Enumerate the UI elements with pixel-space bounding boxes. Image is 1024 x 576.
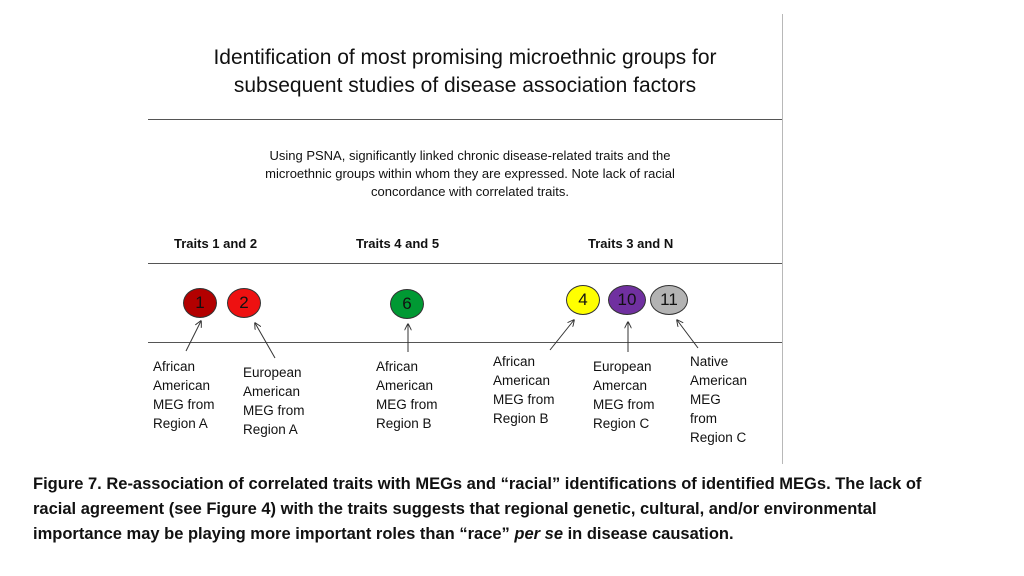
annotation-line: MEG from xyxy=(493,392,555,407)
annotation-line: African xyxy=(493,354,536,369)
annotation-node-4: African American MEG from Region B xyxy=(493,352,555,428)
group-label-traits-1-2: Traits 1 and 2 xyxy=(174,236,258,251)
intro-text: Using PSNA, significantly linked chronic… xyxy=(200,147,740,201)
annotation-node-6: African American MEG from Region B xyxy=(376,357,438,433)
nodes-rule xyxy=(148,342,782,343)
group-label-traits-4-5: Traits 4 and 5 xyxy=(356,236,440,251)
caption-line-3-suffix: in disease causation. xyxy=(563,525,734,543)
arrow-to-node-11 xyxy=(677,320,699,349)
annotation-line: African xyxy=(153,359,196,374)
annotation-line: American xyxy=(690,373,748,388)
intro-line-1: Using PSNA, significantly linked chronic… xyxy=(269,148,671,163)
annotation-line: American xyxy=(376,378,434,393)
annotation-line: European xyxy=(243,365,302,380)
title-line-2: subsequent studies of disease associatio… xyxy=(233,74,697,97)
meg-node-6: 6 xyxy=(390,289,424,319)
annotation-line: Region A xyxy=(153,416,208,431)
intro-line-2: microethnic groups within whom they are … xyxy=(265,166,675,181)
meg-node-10: 10 xyxy=(608,285,646,315)
annotation-node-1: African American MEG from Region A xyxy=(153,357,215,433)
annotation-line: from xyxy=(690,411,717,426)
annotation-node-11: Native American MEG from Region C xyxy=(690,352,747,447)
annotation-line: Region B xyxy=(376,416,432,431)
annotation-node-10: European Amercan MEG from Region C xyxy=(593,357,655,433)
title-line-1: Identification of most promising microet… xyxy=(213,46,717,69)
caption-emphasis: per se xyxy=(514,525,564,543)
arrow-to-node-2 xyxy=(255,323,276,359)
annotation-line: MEG from xyxy=(153,397,215,412)
annotation-line: MEG from xyxy=(593,397,655,412)
annotation-line: European xyxy=(593,359,652,374)
annotation-line: American xyxy=(243,384,301,399)
annotation-line: Region B xyxy=(493,411,549,426)
vertical-divider xyxy=(782,14,783,464)
annotation-line: Region A xyxy=(243,422,298,437)
caption-line-1: Figure 7. Re-association of correlated t… xyxy=(33,475,922,493)
meg-node-2: 2 xyxy=(227,288,261,318)
annotation-node-2: European American MEG from Region A xyxy=(243,363,305,439)
caption-line-2: racial agreement (see Figure 4) with the… xyxy=(33,500,877,518)
annotation-line: Region C xyxy=(690,430,747,445)
annotation-line: MEG xyxy=(690,392,721,407)
caption-line-3: importance may be playing more important… xyxy=(33,522,993,547)
meg-node-1: 1 xyxy=(183,288,217,318)
title-rule xyxy=(148,119,782,120)
groups-rule xyxy=(148,263,782,264)
arrow-to-node-1 xyxy=(185,321,201,352)
caption-line-3-prefix: importance may be playing more important… xyxy=(33,525,515,543)
annotation-line: Native xyxy=(690,354,729,369)
group-label-traits-3-n: Traits 3 and N xyxy=(588,236,674,251)
arrow-to-node-4 xyxy=(549,320,574,351)
meg-node-4: 4 xyxy=(566,285,600,315)
annotation-line: American xyxy=(493,373,551,388)
annotation-line: Amercan xyxy=(593,378,648,393)
annotation-line: MEG from xyxy=(243,403,305,418)
annotation-line: MEG from xyxy=(376,397,438,412)
annotation-line: Region C xyxy=(593,416,650,431)
figure-caption: Figure 7. Re-association of correlated t… xyxy=(33,472,993,547)
annotation-line: American xyxy=(153,378,211,393)
diagram-title: Identification of most promising microet… xyxy=(148,44,782,100)
annotation-line: African xyxy=(376,359,419,374)
meg-node-11: 11 xyxy=(650,285,688,315)
intro-line-3: concordance with correlated traits. xyxy=(371,184,569,199)
